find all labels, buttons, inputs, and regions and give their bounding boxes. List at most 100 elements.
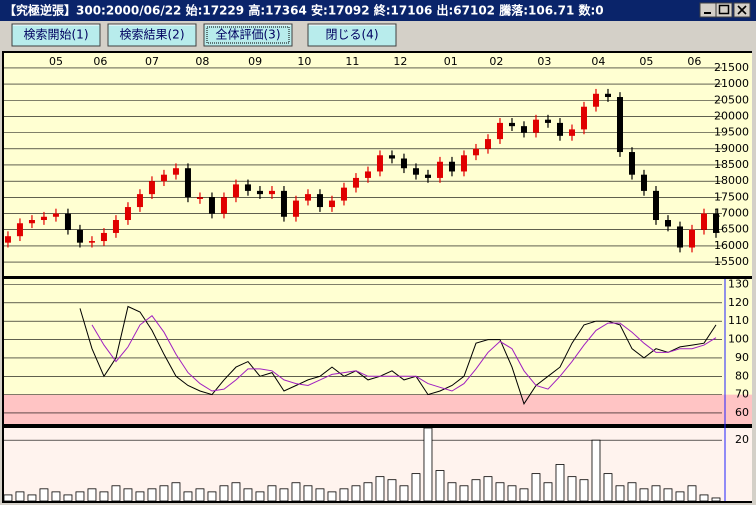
button-face[interactable] <box>107 23 197 47</box>
volume-bar <box>567 476 577 502</box>
x-tick-label: 05 <box>49 55 63 68</box>
y-tick-label: 110 <box>728 314 749 327</box>
volume-bar <box>99 491 109 502</box>
volume-bar <box>123 488 133 502</box>
volume-bar <box>267 485 277 502</box>
volume-bar <box>3 494 13 502</box>
volume-bar <box>603 473 613 502</box>
volume-bar <box>495 482 505 502</box>
candle-body <box>580 106 587 130</box>
x-tick-label: 02 <box>489 55 503 68</box>
x-tick-label: 08 <box>195 55 209 68</box>
volume-bar <box>507 485 517 502</box>
y-tick-label: 80 <box>735 369 749 382</box>
candle-body <box>712 213 719 233</box>
volume-bar <box>63 494 73 502</box>
candle-body <box>112 220 119 233</box>
toolbar-button[interactable]: 検索開始(1) <box>11 23 101 47</box>
candle-body <box>568 129 575 136</box>
candle-body <box>148 181 155 195</box>
candle-body <box>604 93 611 98</box>
volume-bar <box>27 494 37 502</box>
candle-body <box>616 97 623 153</box>
button-face[interactable] <box>307 23 397 47</box>
volume-bar <box>291 482 301 502</box>
candle-body <box>508 122 515 127</box>
volume-bar <box>231 482 241 502</box>
candle-body <box>292 200 299 217</box>
candle-body <box>472 148 479 156</box>
x-tick-label: 06 <box>687 55 701 68</box>
candle-body <box>328 200 335 208</box>
candle-body <box>352 177 359 188</box>
toolbar-button[interactable]: 閉じる(4) <box>307 23 397 47</box>
candle-body <box>52 213 59 217</box>
candle-body <box>664 220 671 227</box>
toolbar-button[interactable]: 全体評価(3) <box>203 23 293 47</box>
oscillator-line <box>91 314 717 392</box>
button-focus[interactable] <box>206 26 290 44</box>
candle-body <box>340 187 347 201</box>
x-tick-label: 01 <box>444 55 458 68</box>
candle-body <box>460 155 467 172</box>
candle-body <box>28 220 35 224</box>
y-tick-label: 120 <box>728 296 749 309</box>
toolbar-button[interactable]: 検索結果(2) <box>107 23 197 47</box>
candle-body <box>412 168 419 175</box>
y-tick-label: 20000 <box>714 109 749 122</box>
y-tick-label: 15500 <box>714 255 749 268</box>
volume-bar <box>243 488 253 502</box>
x-tick-label: 07 <box>145 55 159 68</box>
y-tick-label: 16500 <box>714 223 749 236</box>
volume-bar <box>699 494 709 502</box>
candle-body <box>700 213 707 230</box>
minimize-button[interactable] <box>699 2 717 18</box>
button-label[interactable]: 検索開始(1) <box>24 28 89 42</box>
x-tick-label: 09 <box>248 55 262 68</box>
y-tick-label: 18000 <box>714 174 749 187</box>
candle-body <box>652 190 659 221</box>
volume-bar <box>327 491 337 502</box>
volume-bar <box>639 488 649 502</box>
candle-body <box>268 190 275 195</box>
candle-body <box>388 155 395 159</box>
volume-bar <box>183 491 193 502</box>
candle-body <box>436 161 443 178</box>
candle-body <box>76 229 83 243</box>
x-tick-label: 06 <box>93 55 107 68</box>
candle-body <box>244 184 251 191</box>
candle-body <box>40 216 47 221</box>
candle-body <box>424 174 431 178</box>
x-tick-label: 04 <box>591 55 605 68</box>
volume-bar <box>147 488 157 502</box>
x-tick-label: 05 <box>639 55 653 68</box>
candle-body <box>676 226 683 248</box>
y-tick-label: 90 <box>735 351 749 364</box>
button-label[interactable]: 閉じる(4) <box>326 28 379 42</box>
candle-body <box>88 241 95 243</box>
volume-bar <box>543 482 553 502</box>
candle-body <box>364 171 371 178</box>
volume-bar <box>135 491 145 502</box>
button-label[interactable]: 全体評価(3) <box>216 27 281 42</box>
y-tick-label: 21500 <box>714 61 749 74</box>
volume-bar <box>255 491 265 502</box>
candle-body <box>232 184 239 198</box>
button-label[interactable]: 検索結果(2) <box>120 28 185 42</box>
button-face[interactable] <box>203 23 293 47</box>
y-tick-label: 60 <box>735 406 749 419</box>
candle-body <box>64 213 71 230</box>
maximize-button[interactable] <box>715 2 733 18</box>
candle-body <box>256 190 263 195</box>
volume-bar <box>435 470 445 502</box>
y-tick-label: 20500 <box>714 93 749 106</box>
candle-body <box>196 197 203 199</box>
candle-body <box>496 122 503 140</box>
volume-bar <box>375 476 385 502</box>
candle-body <box>136 194 143 208</box>
volume-bar <box>675 491 685 502</box>
close-button[interactable] <box>733 2 751 18</box>
button-face[interactable] <box>11 23 101 47</box>
